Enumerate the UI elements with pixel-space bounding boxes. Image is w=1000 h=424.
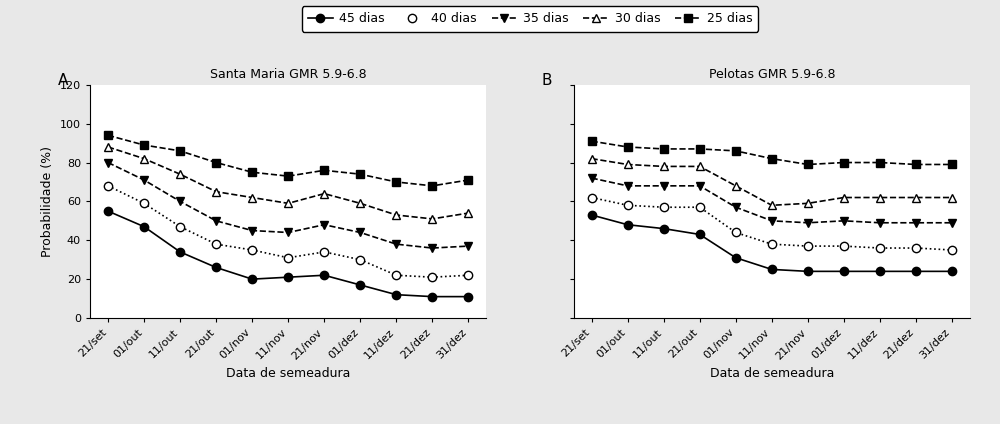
X-axis label: Data de semeadura: Data de semeadura (710, 367, 834, 380)
X-axis label: Data de semeadura: Data de semeadura (226, 367, 350, 380)
Text: B: B (542, 73, 552, 88)
Legend: 45 dias, 40 dias, 35 dias, 30 dias, 25 dias: 45 dias, 40 dias, 35 dias, 30 dias, 25 d… (302, 6, 758, 32)
Title: Pelotas GMR 5.9-6.8: Pelotas GMR 5.9-6.8 (709, 68, 835, 81)
Y-axis label: Probabilidade (%): Probabilidade (%) (41, 146, 54, 257)
Text: A: A (58, 73, 69, 88)
Title: Santa Maria GMR 5.9-6.8: Santa Maria GMR 5.9-6.8 (210, 68, 367, 81)
